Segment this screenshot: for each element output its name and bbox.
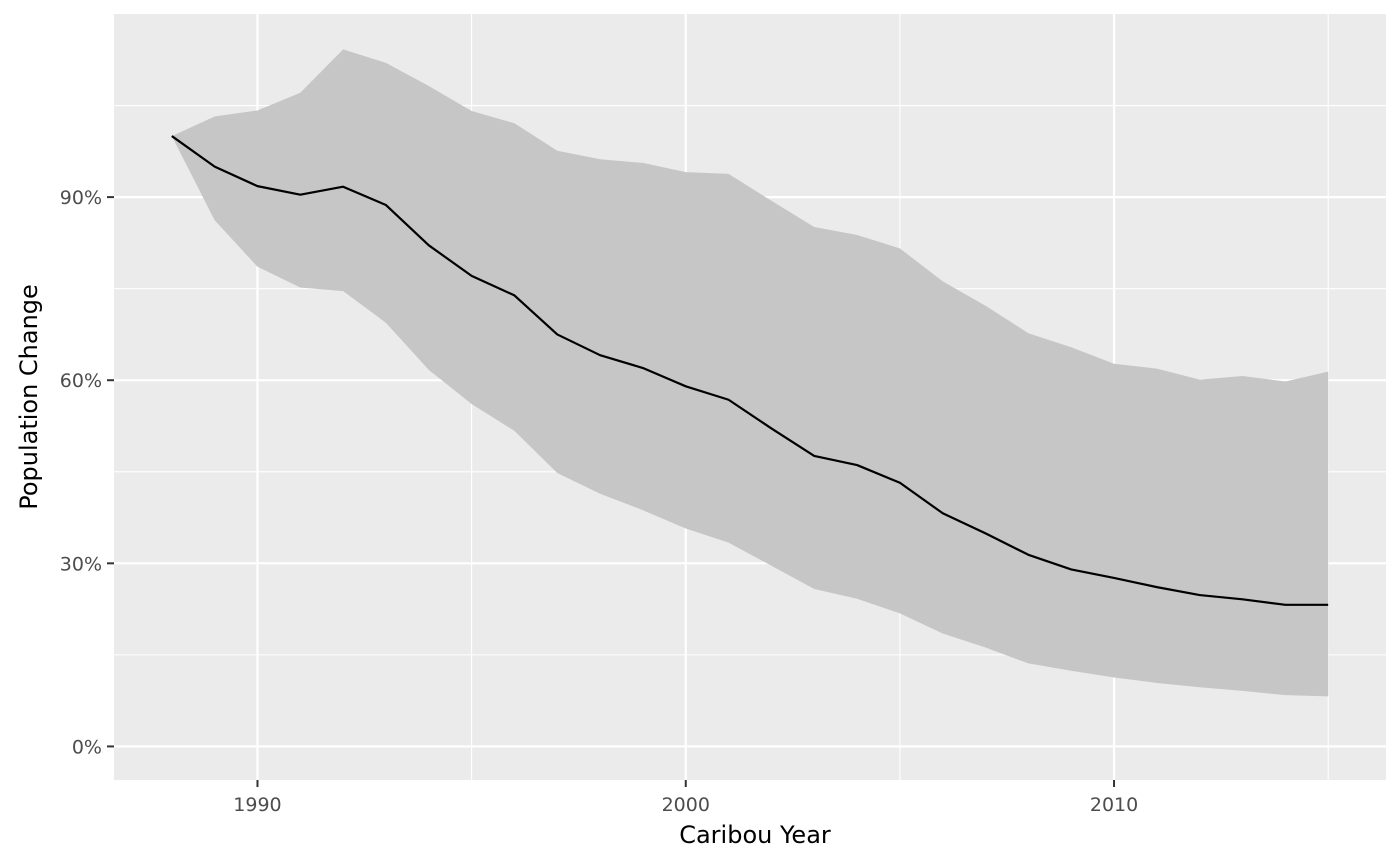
- x-tick-label: 2010: [1090, 794, 1138, 816]
- x-tick-label: 1990: [233, 794, 281, 816]
- x-tick-label: 2000: [662, 794, 710, 816]
- y-axis-title: Population Change: [15, 284, 43, 510]
- x-axis-title: Caribou Year: [679, 821, 831, 849]
- y-tick-label: 90%: [60, 187, 102, 209]
- axis-ticks: [107, 196, 1116, 787]
- trend-line-layer: [171, 135, 1329, 606]
- y-tick-label: 60%: [60, 370, 102, 392]
- y-axis-tick-labels: 0% 30% 60% 90%: [60, 187, 102, 758]
- y-tick-label: 0%: [72, 736, 102, 758]
- confidence-band-layer: [171, 49, 1329, 697]
- y-tick-label: 30%: [60, 553, 102, 575]
- confidence-band: [171, 49, 1329, 697]
- x-axis-tick-labels: 1990 2000 2010: [233, 794, 1138, 816]
- population-change-line: [171, 135, 1329, 606]
